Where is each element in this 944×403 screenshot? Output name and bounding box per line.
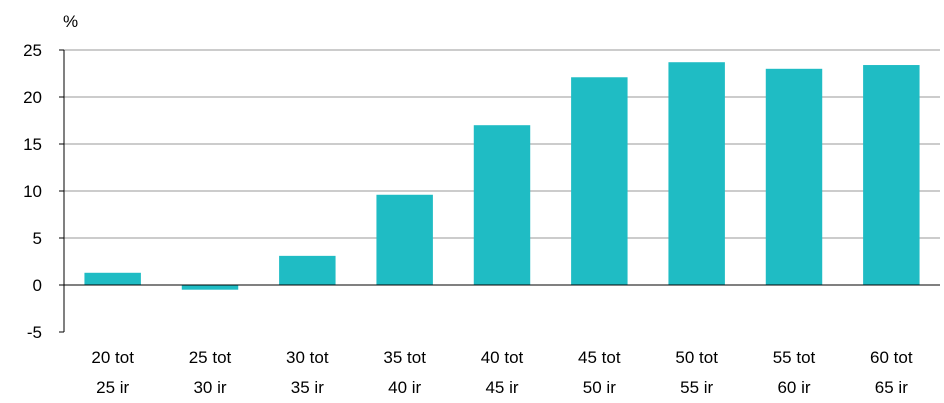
x-tick-label: 25 ir bbox=[96, 378, 129, 397]
x-tick-label: 30 ir bbox=[193, 378, 226, 397]
x-tick-label: 50 ir bbox=[583, 378, 616, 397]
x-tick-label: 35 ir bbox=[291, 378, 324, 397]
bar bbox=[571, 77, 628, 285]
x-tick-label: 50 tot bbox=[675, 348, 718, 367]
x-tick-label: 45 ir bbox=[485, 378, 518, 397]
y-tick-label: 20 bbox=[23, 88, 42, 107]
bar bbox=[84, 272, 141, 285]
y-tick-label: 0 bbox=[33, 276, 42, 295]
y-tick-label: 15 bbox=[23, 135, 42, 154]
bar bbox=[668, 62, 725, 285]
x-tick-label: 20 tot bbox=[91, 348, 134, 367]
x-tick-label: 40 tot bbox=[481, 348, 524, 367]
bar bbox=[376, 194, 433, 285]
bar bbox=[863, 65, 920, 285]
x-tick-label: 30 tot bbox=[286, 348, 329, 367]
bar bbox=[765, 68, 823, 285]
bar bbox=[279, 255, 336, 285]
x-axis-labels: 20 tot 25 ir 25 tot 30 ir 30 tot 35 ir 35 tot 4… bbox=[91, 348, 912, 397]
y-axis-ticks: 25 20 15 10 5 0 -5 bbox=[23, 41, 42, 342]
bar bbox=[473, 125, 531, 285]
bars bbox=[84, 62, 920, 290]
axes bbox=[59, 49, 940, 333]
y-tick-label: 25 bbox=[23, 41, 42, 60]
x-tick-label: 25 tot bbox=[189, 348, 232, 367]
x-tick-label: 55 tot bbox=[773, 348, 816, 367]
x-tick-label: 65 ir bbox=[875, 378, 908, 397]
y-tick-label: 5 bbox=[33, 229, 42, 248]
y-unit-label: % bbox=[63, 12, 78, 31]
x-tick-label: 60 tot bbox=[870, 348, 913, 367]
y-tick-label: -5 bbox=[27, 323, 42, 342]
bar bbox=[181, 285, 239, 290]
x-tick-label: 60 ir bbox=[777, 378, 810, 397]
x-tick-label: 55 ir bbox=[680, 378, 713, 397]
x-tick-label: 35 tot bbox=[383, 348, 426, 367]
x-tick-label: 45 tot bbox=[578, 348, 621, 367]
y-tick-label: 10 bbox=[23, 182, 42, 201]
x-tick-label: 40 ir bbox=[388, 378, 421, 397]
